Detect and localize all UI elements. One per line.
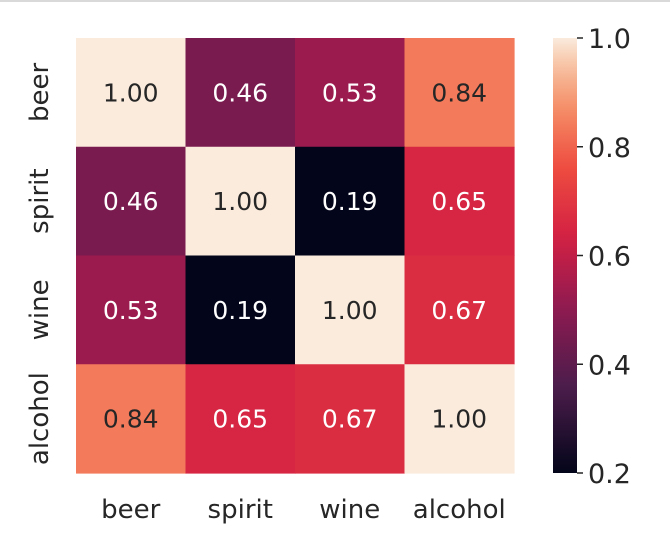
y-tick-label: alcohol: [25, 372, 55, 465]
heatmap-cell: [185, 38, 296, 148]
cell-value-label: 1.00: [103, 78, 159, 107]
colorbar-tick-label: 0.2: [588, 459, 631, 490]
colorbar-tick-label: 0.6: [588, 242, 631, 273]
colorbar-tick-label: 0.8: [588, 133, 631, 164]
y-tick-label: wine: [25, 279, 55, 340]
heatmap-cell: [295, 38, 406, 148]
cell-value-label: 0.67: [322, 405, 378, 434]
heatmap-cell: [404, 146, 515, 257]
heatmap-cell: [76, 146, 187, 257]
cell-value-label: 1.00: [212, 187, 268, 216]
x-tick-label: beer: [101, 495, 160, 525]
heatmap-cell: [185, 364, 296, 474]
heatmap-cell: [404, 255, 515, 365]
cell-value-label: 0.65: [212, 405, 268, 434]
heatmap-cell: [76, 38, 187, 148]
x-tick-label: wine: [319, 495, 380, 525]
colorbar: 1.0 0.8 0.6 0.4 0.2: [553, 24, 631, 490]
cell-value-label: 0.65: [431, 187, 487, 216]
x-tick-labels: beer spirit wine alcohol: [101, 495, 506, 525]
cell-value-label: 0.53: [322, 78, 378, 107]
top-divider: [0, 0, 670, 2]
cell-value-label: 1.00: [322, 296, 378, 325]
cell-value-label: 0.46: [212, 78, 268, 107]
cell-value-label: 0.19: [212, 296, 268, 325]
cell-value-label: 0.19: [322, 187, 378, 216]
heatmap-cell: [295, 255, 406, 365]
cell-value-label: 0.53: [103, 296, 159, 325]
heatmap-cell: [185, 146, 296, 257]
x-tick-label: spirit: [208, 495, 273, 525]
y-tick-labels: beer spirit wine alcohol: [25, 62, 55, 465]
cell-value-label: 0.84: [103, 405, 159, 434]
y-tick-label: spirit: [25, 168, 55, 233]
colorbar-tick-label: 0.4: [588, 350, 631, 381]
heatmap-cell: [404, 38, 515, 148]
heatmap-cell: [76, 364, 187, 474]
cell-annotations: 1.00 0.46 0.53 0.84 0.46 1.00 0.19 0.65 0.53 0.19…: [103, 78, 487, 433]
cell-value-label: 1.00: [431, 405, 487, 434]
y-tick-label: beer: [25, 62, 55, 121]
colorbar-tick-label: 1.0: [588, 24, 631, 55]
heatmap-cell: [76, 255, 187, 365]
heatmap-cell: [185, 255, 296, 365]
colorbar-gradient: [553, 38, 577, 473]
heatmap-cells: [76, 38, 515, 474]
heatmap-cell: [295, 364, 406, 474]
heatmap-cell: [295, 146, 406, 257]
x-tick-label: alcohol: [413, 495, 506, 525]
cell-value-label: 0.84: [431, 78, 487, 107]
cell-value-label: 0.46: [103, 187, 159, 216]
cell-value-label: 0.67: [431, 296, 487, 325]
heatmap-cell: [404, 364, 515, 474]
